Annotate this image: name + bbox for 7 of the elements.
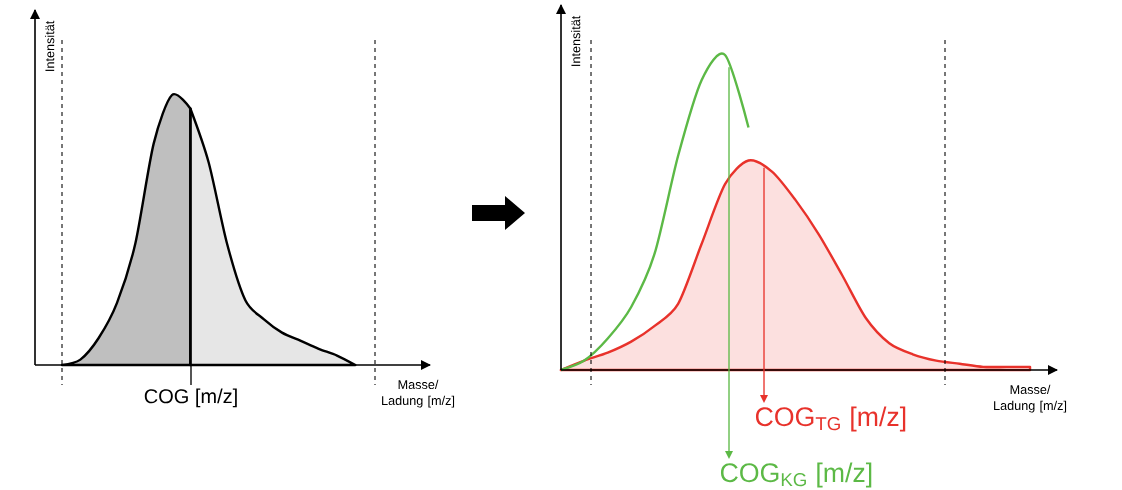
x-axis-title: Masse/ Ladung [m/z] [382,379,455,408]
x-axis-title: Masse/ Ladung [m/z] [994,384,1067,413]
text: COG$_{KG}$ [m/z] [720,462,872,488]
text: COG$_{TG}$ [m/z] [755,406,906,432]
y-axis-title: Intensität [570,15,581,66]
y-axis-title: Intensität [44,20,55,71]
text: COG [m/z] [144,388,237,408]
